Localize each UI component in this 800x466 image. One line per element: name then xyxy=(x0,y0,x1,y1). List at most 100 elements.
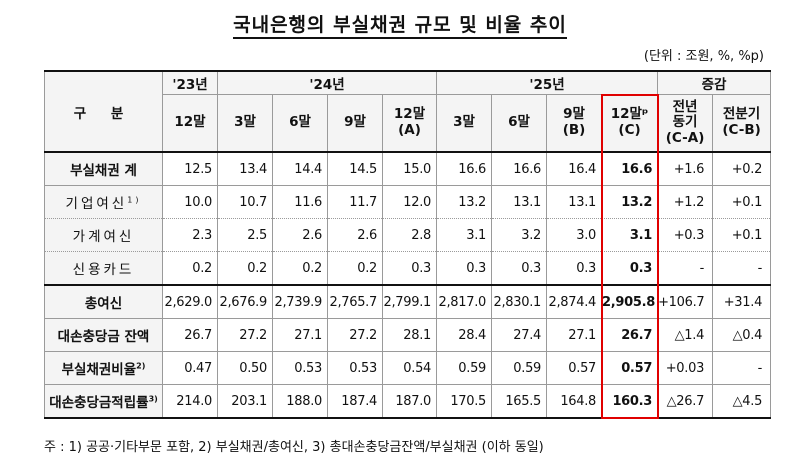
cell-value: 203.1 xyxy=(217,384,273,419)
cell-value: 0.59 xyxy=(436,351,493,385)
cell-value: △1.4 xyxy=(657,318,714,352)
cell-value: 3.0 xyxy=(546,218,603,252)
cell-value: 2,629.0 xyxy=(162,284,218,319)
table-row: 대손충당금 잔액 26.7 27.2 27.1 27.2 28.1 28.4 27.4 27.1… xyxy=(44,318,772,352)
cell-value: 13.1 xyxy=(491,185,548,219)
cell-value: 13.2 xyxy=(601,185,659,219)
cell-value: 16.4 xyxy=(546,151,603,186)
cell-value: 13.2 xyxy=(436,185,493,219)
page-title: 국내은행의 부실채권 규모 및 비율 추이 xyxy=(0,10,800,39)
header-period-2: 6말 xyxy=(272,94,328,153)
row-label: 기업여신1) xyxy=(44,185,163,219)
cell-value: 0.53 xyxy=(327,351,383,385)
cell-value: 0.53 xyxy=(272,351,328,385)
unit-note: (단위 : 조원, %, %p) xyxy=(643,49,764,64)
cell-value: 2,905.8 xyxy=(601,284,659,319)
cell-value: +106.7 xyxy=(657,284,714,319)
footnote: 주 : 1) 공공·기타부문 포함, 2) 부실채권/총여신, 3) 총대손충당… xyxy=(44,440,544,455)
cell-value: 188.0 xyxy=(272,384,328,419)
table-row: 부실채권 계 12.5 13.4 14.4 14.5 15.0 16.6 16.6 16.4 16… xyxy=(44,151,772,186)
cell-value: 0.3 xyxy=(436,251,493,286)
table-row: 총여신 2,629.0 2,676.9 2,739.9 2,765.7 2,799.1 2,… xyxy=(44,284,772,319)
cell-value: 27.1 xyxy=(546,318,603,352)
cell-value: 2,817.0 xyxy=(436,284,493,319)
cell-value: 13.1 xyxy=(546,185,603,219)
cell-value: 2,874.4 xyxy=(546,284,603,319)
cell-value: 0.2 xyxy=(162,251,218,286)
cell-value: 11.6 xyxy=(272,185,328,219)
cell-value: 10.7 xyxy=(217,185,273,219)
cell-value: 2.6 xyxy=(272,218,328,252)
cell-value: 16.6 xyxy=(436,151,493,186)
table-row: 대손충당금적립률3) 214.0 203.1 188.0 187.4 187.0 170.5… xyxy=(44,384,772,419)
cell-value: 12.0 xyxy=(381,185,438,219)
cell-value: 160.3 xyxy=(601,384,659,419)
cell-value: +31.4 xyxy=(712,284,772,319)
cell-value: 0.47 xyxy=(162,351,218,385)
cell-value: 16.6 xyxy=(601,151,659,186)
table-row: 기업여신1) 10.0 10.7 11.6 11.7 12.0 13.2 13.1 13.1 13… xyxy=(44,185,772,219)
cell-value: 0.2 xyxy=(272,251,328,286)
cell-value: +0.2 xyxy=(712,151,772,186)
cell-value: 0.54 xyxy=(381,351,438,385)
cell-value: 0.3 xyxy=(491,251,548,286)
cell-value: 0.2 xyxy=(327,251,383,286)
header-period-1: 3말 xyxy=(217,94,273,153)
cell-value: 3.1 xyxy=(436,218,493,252)
header-period-9: 전년 동기 (C-A) xyxy=(657,94,714,153)
header-year-23: '23년 xyxy=(162,70,218,95)
header-period-4: 12말 (A) xyxy=(381,94,438,153)
header-change: 증감 xyxy=(657,70,772,95)
cell-value: 165.5 xyxy=(491,384,548,419)
header-year-25: '25년 xyxy=(436,70,659,95)
cell-value: 27.2 xyxy=(327,318,383,352)
cell-value: 16.6 xyxy=(491,151,548,186)
cell-value: 187.4 xyxy=(327,384,383,419)
header-year-24: '24년 xyxy=(216,70,438,95)
cell-value: 2.6 xyxy=(327,218,383,252)
cell-value: △26.7 xyxy=(657,384,714,419)
cell-value: 2,676.9 xyxy=(217,284,273,319)
cell-value: +0.03 xyxy=(657,351,714,385)
cell-value: 187.0 xyxy=(381,384,438,419)
cell-value: 2,739.9 xyxy=(272,284,328,319)
row-label: 부실채권 계 xyxy=(44,151,163,186)
row-label: 가계여신 xyxy=(44,218,163,252)
cell-value: 27.2 xyxy=(217,318,273,352)
cell-value: 164.8 xyxy=(546,384,603,419)
cell-value: 170.5 xyxy=(436,384,493,419)
cell-value: 14.5 xyxy=(327,151,383,186)
cell-value: 0.2 xyxy=(217,251,273,286)
cell-value: +0.3 xyxy=(657,218,714,252)
cell-value: 2,830.1 xyxy=(491,284,548,319)
cell-value: +0.1 xyxy=(712,185,772,219)
cell-value: 26.7 xyxy=(601,318,659,352)
table-row: 부실채권비율2) 0.47 0.50 0.53 0.53 0.54 0.59 0.59 0.57… xyxy=(44,351,772,385)
row-label: 부실채권비율2) xyxy=(44,351,163,385)
cell-value: - xyxy=(712,351,772,385)
cell-value: +1.2 xyxy=(657,185,714,219)
table-row: 신용카드 0.2 0.2 0.2 0.2 0.3 0.3 0.3 0.3 0.3- - xyxy=(44,251,772,286)
cell-value: 0.57 xyxy=(546,351,603,385)
cell-value: 28.1 xyxy=(381,318,438,352)
cell-value: 14.4 xyxy=(272,151,328,186)
cell-value: 214.0 xyxy=(162,384,218,419)
header-period-6: 6말 xyxy=(491,94,548,153)
cell-value: 2,765.7 xyxy=(327,284,383,319)
cell-value: 2,799.1 xyxy=(381,284,438,319)
cell-value: △4.5 xyxy=(712,384,772,419)
header-gubun: 구 분 xyxy=(44,70,163,153)
cell-value: 28.4 xyxy=(436,318,493,352)
row-label: 총여신 xyxy=(44,284,163,319)
cell-value: - xyxy=(657,251,714,286)
header-period-10: 전분기 (C-B) xyxy=(712,94,772,153)
cell-value: 2.5 xyxy=(217,218,273,252)
cell-value: 2.8 xyxy=(381,218,438,252)
cell-value: 15.0 xyxy=(381,151,438,186)
cell-value: △0.4 xyxy=(712,318,772,352)
row-label: 대손충당금 잔액 xyxy=(44,318,163,352)
table-row: 가계여신 2.3 2.5 2.6 2.6 2.8 3.1 3.2 3.0 3.1 +0.3 +0.1 xyxy=(44,218,772,252)
cell-value: 0.3 xyxy=(546,251,603,286)
cell-value: 0.3 xyxy=(601,251,659,286)
header-period-7: 9말 (B) xyxy=(546,94,603,153)
